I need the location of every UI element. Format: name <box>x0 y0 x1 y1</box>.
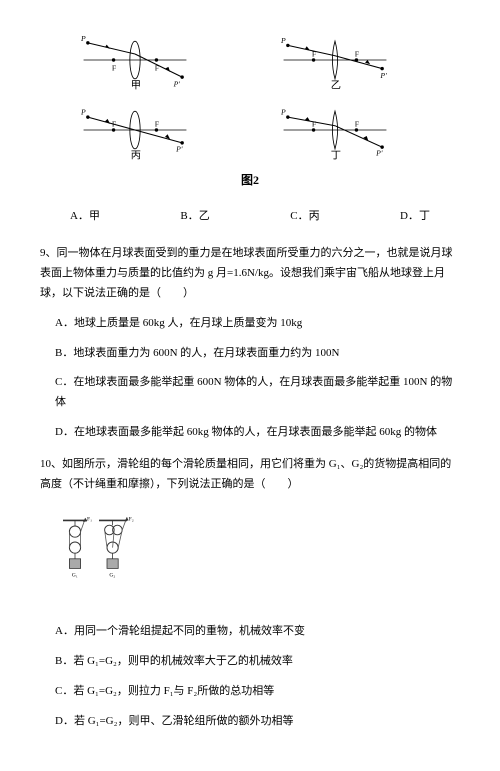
option-C: C．丙 <box>290 207 319 227</box>
figure2-caption: 图2 <box>40 170 460 192</box>
diagram-label-jia: 甲 <box>131 80 141 90</box>
point-P: P <box>80 34 86 43</box>
q10-option-B: B．若 G₁=G₂，则甲的机械效率大于乙的机械效率 <box>55 652 460 672</box>
q10-options: A．用同一个滑轮组提起不同的重物，机械效率不变 B．若 G₁=G₂，则甲的机械效… <box>40 622 460 731</box>
point-P: P <box>80 108 86 117</box>
q9-option-C: C．在地球表面最多能举起重 600N 物体的人，在月球表面最多能举起重 100N… <box>55 373 460 413</box>
pulley-diagram: F₁ G₁ F₂ G₂ <box>55 514 135 594</box>
q10-option-C: C．若 G₁=G₂，则拉力 F₁与 F₂所做的总功相等 <box>55 682 460 702</box>
focus-label: F <box>155 120 159 129</box>
point-Pprime: P' <box>175 144 183 153</box>
pulley-F1-label: F₁ <box>87 517 92 523</box>
pulley-F2-label: F₂ <box>129 517 134 523</box>
point-P: P <box>280 108 286 117</box>
q10-option-A: A．用同一个滑轮组提起不同的重物，机械效率不变 <box>55 622 460 642</box>
q9-option-A: A．地球上质量是 60kg 人，在月球上质量变为 10kg <box>55 314 460 334</box>
pulley-G2-label: G₂ <box>109 573 115 579</box>
option-B: B．乙 <box>180 207 209 227</box>
point-P: P <box>280 36 286 45</box>
q9-option-D: D．在地球表面最多能举起 60kg 物体的人，在月球表面最多能举起 60kg 的… <box>55 423 460 443</box>
point-Pprime: P' <box>375 149 383 158</box>
point-Pprime: P' <box>173 80 181 89</box>
figure2-grid: F F P P' 甲 F F P P' 乙 F F <box>70 30 430 160</box>
lens-diagram-yi: F F P P' 乙 <box>270 30 400 90</box>
option-D: D．丁 <box>400 207 430 227</box>
pulley-G1-label: G₁ <box>72 573 78 579</box>
focus-label: F <box>112 63 116 72</box>
q9-option-B: B．地球表面重力为 600N 的人，在月球表面重力约为 100N <box>55 344 460 364</box>
diagram-label-yi: 乙 <box>331 79 341 90</box>
q9-options: A．地球上质量是 60kg 人，在月球上质量变为 10kg B．地球表面重力为 … <box>40 314 460 443</box>
diagram-label-bing: 丙 <box>131 150 141 160</box>
point-Pprime: P' <box>379 71 387 80</box>
q9-stem: 9、同一物体在月球表面受到的重力是在地球表面所受重力的六分之一，也就是说月球表面… <box>40 244 460 303</box>
focus-label: F <box>355 50 359 59</box>
q8-options: A．甲 B．乙 C．丙 D．丁 <box>40 207 460 227</box>
diagram-label-ding: 丁 <box>331 150 341 160</box>
lens-diagram-bing: F F P P' 丙 <box>70 100 200 160</box>
option-A: A．甲 <box>70 207 100 227</box>
q10-stem: 10、如图所示，滑轮组的每个滑轮质量相同，用它们将重为 G₁、G₂的货物提高相同… <box>40 455 460 495</box>
lens-diagram-jia: F F P P' 甲 <box>70 30 200 90</box>
lens-diagram-ding: F F P P' 丁 <box>270 100 400 160</box>
q10-option-D: D．若 G₁=G₂，则甲、乙滑轮组所做的额外功相等 <box>55 712 460 732</box>
focus-label: F <box>355 120 359 129</box>
focus-label: F <box>312 120 316 129</box>
